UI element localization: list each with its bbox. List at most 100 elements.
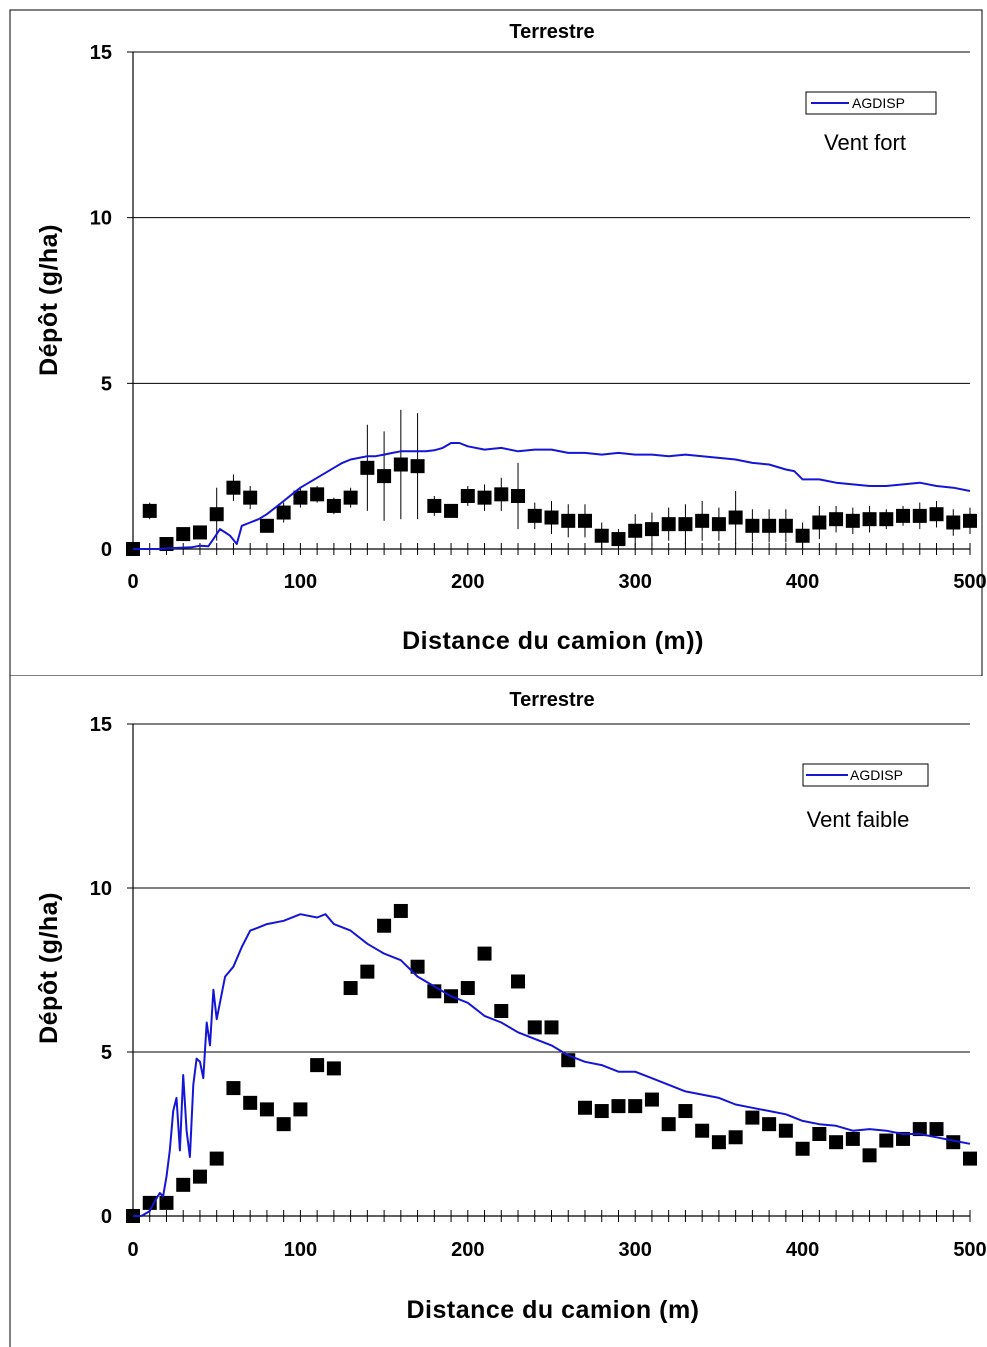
data-point	[276, 505, 291, 520]
data-point	[477, 946, 492, 961]
annotation-text: Vent fort	[824, 130, 906, 155]
chart-panel-top: Terrestre Distance du camion (m)) Dépôt …	[9, 9, 987, 676]
data-point	[829, 512, 844, 527]
data-point	[544, 1020, 559, 1035]
data-point	[963, 1151, 977, 1166]
x-tick-label: 100	[284, 571, 317, 593]
data-point	[209, 507, 224, 522]
data-point	[511, 488, 526, 503]
data-point	[427, 498, 442, 513]
data-point	[678, 517, 693, 532]
data-point	[444, 503, 459, 518]
data-point	[862, 512, 877, 527]
x-tick-label: 200	[451, 571, 484, 593]
data-point	[762, 1117, 777, 1132]
data-point	[778, 1123, 793, 1138]
data-point	[946, 515, 961, 530]
data-point	[862, 1148, 877, 1163]
data-point	[695, 513, 710, 528]
data-point	[527, 508, 542, 523]
data-point	[845, 513, 860, 528]
x-tick-label: 400	[786, 1239, 819, 1261]
data-point	[812, 515, 827, 530]
data-point	[377, 918, 392, 933]
chart-top: Terrestre Distance du camion (m)) Dépôt …	[9, 9, 987, 676]
data-point	[259, 518, 274, 533]
data-point	[711, 1135, 726, 1150]
data-point	[594, 1104, 609, 1119]
data-point	[661, 517, 676, 532]
data-point	[745, 1110, 760, 1125]
data-point	[243, 1095, 258, 1110]
data-point	[360, 964, 375, 979]
y-axis-label: Dépôt (g/ha)	[35, 224, 63, 376]
data-point	[963, 513, 977, 528]
data-point	[594, 528, 609, 543]
data-point	[611, 1099, 626, 1114]
data-point	[829, 1135, 844, 1150]
data-point	[293, 1102, 308, 1117]
y-tick-label: 5	[101, 1042, 112, 1064]
data-point	[460, 488, 475, 503]
x-tick-label: 300	[619, 571, 652, 593]
data-point	[494, 1004, 509, 1018]
data-point	[226, 480, 241, 495]
data-point	[879, 1133, 894, 1148]
x-tick-label: 0	[127, 1239, 138, 1261]
data-point	[226, 1081, 241, 1096]
data-point	[812, 1127, 827, 1141]
y-tick-label: 5	[101, 373, 112, 395]
data-point	[326, 1061, 341, 1076]
data-point	[628, 523, 643, 538]
data-point	[929, 1122, 944, 1137]
data-point	[310, 487, 325, 502]
y-tick-label: 10	[90, 878, 112, 900]
data-point	[176, 1177, 191, 1192]
legend: AGDISP	[805, 91, 937, 115]
annotation-text: Vent faible	[807, 807, 910, 832]
chart-panel-bottom: Terrestre Distance du camion (m) Dépôt (…	[0, 676, 987, 1347]
chart-frame	[9, 9, 983, 676]
chart-title: Terrestre	[509, 689, 594, 711]
data-point	[393, 457, 408, 472]
agdisp-line	[133, 442, 971, 550]
x-tick-label: 400	[786, 571, 819, 593]
data-point	[310, 1058, 325, 1073]
data-point	[879, 512, 894, 527]
data-point	[762, 518, 777, 533]
data-point	[678, 1104, 693, 1119]
plot-area	[126, 723, 977, 1223]
agdisp-line	[133, 913, 971, 1217]
legend: AGDISP	[802, 763, 929, 787]
data-point	[728, 1130, 743, 1145]
chart-title: Terrestre	[509, 21, 594, 43]
x-tick-label: 100	[284, 1239, 317, 1261]
data-point	[628, 1099, 643, 1114]
x-axis-label: Distance du camion (m)	[407, 1296, 700, 1324]
y-tick-label: 0	[101, 539, 112, 561]
data-point	[577, 513, 592, 528]
data-point	[494, 487, 509, 502]
data-point	[912, 1122, 927, 1137]
data-point	[410, 459, 425, 474]
data-point	[343, 490, 358, 505]
data-point	[142, 503, 157, 518]
x-tick-label: 200	[451, 1239, 484, 1261]
y-tick-label: 10	[90, 208, 112, 230]
y-tick-label: 15	[90, 42, 112, 64]
data-point	[544, 510, 559, 525]
data-point	[896, 1131, 911, 1146]
x-tick-label: 500	[953, 1239, 986, 1261]
legend-box	[805, 91, 937, 115]
legend-label: AGDISP	[852, 95, 905, 111]
data-point	[912, 508, 927, 523]
data-point	[845, 1131, 860, 1146]
data-point	[778, 518, 793, 533]
data-point	[644, 1092, 659, 1107]
data-point	[393, 903, 408, 918]
data-point	[259, 1102, 274, 1117]
data-point	[695, 1123, 710, 1138]
y-tick-label: 15	[90, 714, 112, 736]
data-point	[326, 498, 341, 513]
chart-bottom: Terrestre Distance du camion (m) Dépôt (…	[9, 676, 987, 1347]
